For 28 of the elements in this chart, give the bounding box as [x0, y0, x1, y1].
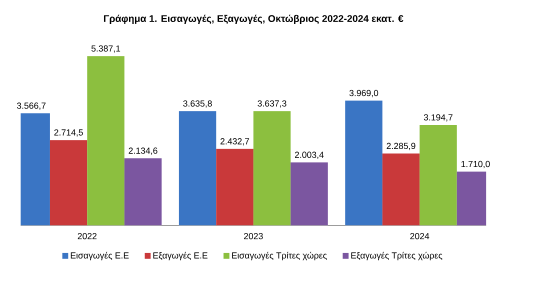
bar	[124, 158, 162, 226]
bar	[290, 162, 328, 226]
data-label: 3.637,3	[258, 100, 286, 108]
data-label: 3.635,8	[183, 100, 212, 108]
data-label: 5.387,1	[91, 45, 120, 53]
legend-label: Εξαγωγές Ε.Ε	[153, 252, 208, 260]
bar	[216, 148, 254, 226]
legend-label: Εξαγωγές Τρίτες χώρες	[351, 252, 442, 260]
data-label: 3.194,7	[424, 114, 453, 122]
bar	[382, 154, 420, 226]
data-label: 2.432,7	[220, 138, 250, 146]
legend-label: Εισαγωγές Ε.Ε	[70, 252, 129, 260]
chart-title: Γράφημα 1. Εισαγωγές, Εξαγωγές, Οκτώβριος 2022-2024 εκατ. €	[104, 14, 404, 24]
bar	[178, 111, 216, 226]
data-label: 2.285,9	[386, 142, 416, 150]
data-label: 3.566,7	[16, 102, 46, 110]
bar	[87, 56, 124, 226]
bar	[345, 100, 382, 226]
x-tick-label: 2023	[244, 232, 263, 240]
x-tick-label: 2022	[78, 232, 97, 240]
x-tick-label: 2024	[410, 232, 430, 240]
legend-label: Εισαγωγές Τρίτες χώρες	[232, 252, 327, 260]
data-label: 2.714,5	[54, 129, 83, 137]
data-label: 1.710,0	[461, 160, 490, 168]
data-label: 2.134,6	[128, 148, 158, 155]
bar	[253, 111, 291, 226]
data-label: 2.003,4	[294, 152, 324, 159]
data-label: 3.969,0	[349, 90, 378, 98]
